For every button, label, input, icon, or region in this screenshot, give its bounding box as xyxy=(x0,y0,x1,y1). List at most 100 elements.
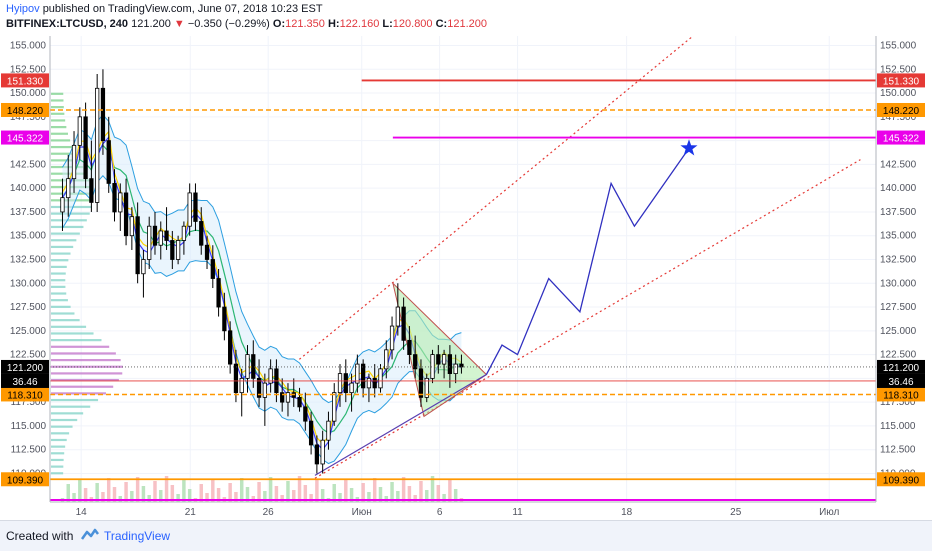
volume-bar xyxy=(320,489,325,502)
candle-body xyxy=(361,363,366,389)
volume-profile-bar xyxy=(51,139,71,142)
y-tick-label-left: 130.000 xyxy=(10,278,47,289)
candle-body xyxy=(401,306,406,341)
bollinger-upper xyxy=(62,114,462,404)
volume-profile-bar xyxy=(51,259,69,262)
volume-profile-bar xyxy=(51,418,78,422)
x-tick-label: Июн xyxy=(352,507,372,518)
volume-marker-label-right: 36.46 xyxy=(888,377,913,388)
channel-line xyxy=(298,36,694,360)
candle-body xyxy=(135,216,140,275)
volume-profile-bar xyxy=(51,312,75,315)
candle-body xyxy=(268,368,273,384)
candle-body xyxy=(181,225,187,241)
candle-body xyxy=(199,221,204,246)
volume-bar xyxy=(367,492,371,502)
volume-bar xyxy=(407,486,412,502)
time-axis[interactable]: 14 21 26 Июн 6 11 18 25 Июл xyxy=(76,507,840,518)
volume-profile-bar xyxy=(51,252,71,255)
volume-profile-bar xyxy=(51,292,67,295)
y-tick-label-left: 152.500 xyxy=(10,64,47,75)
level-label-right-bg xyxy=(877,472,925,487)
y-tick-label-left: 127.500 xyxy=(10,302,47,313)
right-price-axis[interactable]: 110.000112.500115.000117.500120.000122.5… xyxy=(880,41,917,480)
volume-profile-bar xyxy=(51,279,66,282)
volume-profile-bar xyxy=(51,319,80,322)
volume-bar xyxy=(372,478,377,502)
tradingview-brand-link[interactable]: TradingView xyxy=(104,529,171,543)
x-tick-label: 6 xyxy=(437,507,443,518)
candle-body xyxy=(366,377,372,389)
volume-profile-bar xyxy=(51,145,73,149)
tradingview-logo-icon[interactable] xyxy=(80,527,100,543)
last-price-label-left-bg xyxy=(1,359,49,374)
y-tick-label-right: 130.000 xyxy=(880,278,917,289)
volume-bar xyxy=(159,490,163,502)
volume-bar xyxy=(141,486,146,502)
y-tick-label-right: 142.500 xyxy=(880,159,917,170)
y-tick-label-right: 132.500 xyxy=(880,254,917,265)
candle-body xyxy=(251,354,256,379)
chart-header: Hyipov published on TradingView.com, Jun… xyxy=(0,0,932,36)
candle-body xyxy=(106,140,111,184)
y-tick-label-left: 155.000 xyxy=(10,41,47,52)
volume-bar xyxy=(401,477,406,502)
x-tick-label: 11 xyxy=(512,507,523,518)
volume-bar xyxy=(147,495,151,502)
volume-bar xyxy=(199,484,203,502)
volume-bar xyxy=(442,494,446,502)
candle-body xyxy=(164,230,169,241)
volume-profile-bar xyxy=(51,452,65,455)
volume-profile-bar xyxy=(51,332,94,335)
y-tick-label-right: 135.000 xyxy=(880,231,917,242)
volume-profile-bar xyxy=(51,339,102,342)
volume-bar xyxy=(268,477,273,502)
volume-bar xyxy=(95,483,99,502)
volume-bar xyxy=(182,480,186,502)
level-label-left-bg xyxy=(1,73,49,88)
volume-profile-bar xyxy=(51,125,67,129)
volume-bar xyxy=(216,488,221,502)
volume-profile-bar xyxy=(51,299,68,302)
volume-profile-bar xyxy=(51,132,68,135)
candle-body xyxy=(77,116,82,146)
volume-profile-bar xyxy=(51,92,64,95)
volume-bar xyxy=(309,494,313,502)
support-line xyxy=(314,374,487,476)
moving-average-green xyxy=(61,144,462,434)
volume-profile-bar xyxy=(51,358,121,362)
price-chart[interactable]: 110.000112.500115.000117.500120.000122.5… xyxy=(0,36,932,520)
y-tick-label-right: 137.500 xyxy=(880,207,917,218)
candle-body xyxy=(170,240,175,260)
candle-body xyxy=(256,377,262,398)
candle-body xyxy=(233,363,239,394)
y-tick-label-left: 112.500 xyxy=(11,445,47,456)
volume-profile-bar xyxy=(51,405,91,408)
volume-bar xyxy=(170,485,175,502)
candle-body xyxy=(297,396,302,408)
volume-bar xyxy=(66,484,70,502)
volume-bar xyxy=(234,492,238,502)
volume-bar xyxy=(453,489,458,502)
candle-body xyxy=(326,420,331,441)
candle-body xyxy=(285,392,291,403)
level-label-right-bg xyxy=(877,102,925,117)
volume-bar xyxy=(164,476,169,502)
volume-marker-label-left-bg xyxy=(1,373,49,388)
level-label-left-bg xyxy=(1,102,49,117)
candle-body xyxy=(175,240,181,260)
volume-bar xyxy=(176,494,180,502)
plot-area[interactable] xyxy=(50,36,876,502)
level-label-left: 118.310 xyxy=(7,390,43,401)
x-tick-label: 25 xyxy=(730,507,742,518)
volume-bar xyxy=(448,480,452,502)
y-tick-label-left: 115.000 xyxy=(11,421,47,432)
volume-bar xyxy=(297,476,302,502)
volume-profile-bar xyxy=(51,112,65,115)
candle-body xyxy=(66,178,71,199)
level-label-left: 148.220 xyxy=(7,106,44,117)
candle-body xyxy=(337,373,343,394)
y-tick-label-left: 117.500 xyxy=(11,397,47,408)
author-link[interactable]: Hyipov xyxy=(6,3,40,15)
y-tick-label-right: 152.500 xyxy=(880,64,917,75)
